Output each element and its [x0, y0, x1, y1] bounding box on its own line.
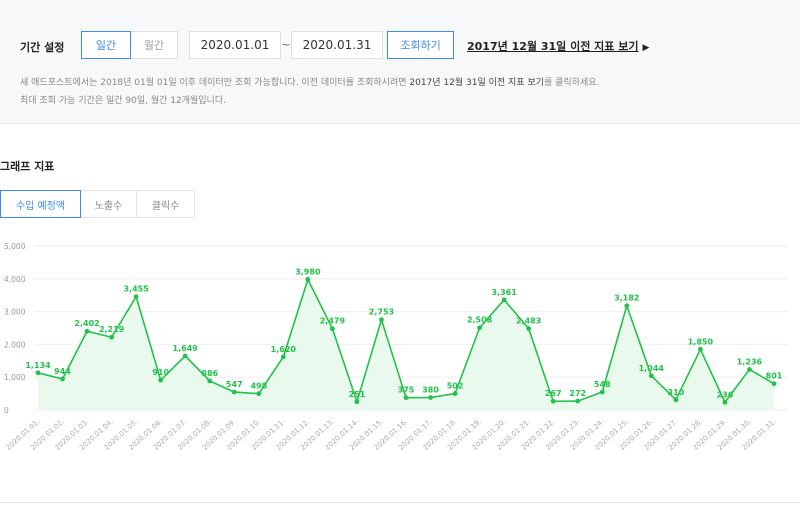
data-point	[599, 389, 605, 395]
data-label: 1,134	[25, 361, 51, 370]
data-point	[330, 326, 335, 332]
data-point	[722, 399, 728, 405]
daily-toggle-button[interactable]: 일간	[81, 31, 131, 59]
tab-impressions[interactable]: 노출수	[81, 190, 137, 218]
monthly-toggle-button[interactable]: 월간	[131, 31, 178, 59]
data-label: 3,455	[123, 285, 149, 294]
data-label: 547	[226, 380, 243, 389]
data-label: 886	[201, 369, 218, 378]
data-label: 944	[54, 367, 71, 376]
data-point	[477, 325, 482, 331]
data-label: 548	[594, 380, 611, 389]
data-point	[575, 398, 581, 404]
period-label: 기간 설정	[20, 41, 65, 54]
data-label: 910	[152, 368, 169, 377]
filter-panel: 기간 설정 일간 월간 ~ 조회하기 2017년 12월 31일 이전 지표 보…	[0, 0, 800, 124]
start-date-input[interactable]	[189, 31, 281, 59]
data-point	[207, 378, 213, 384]
data-point	[673, 397, 679, 403]
data-point	[133, 294, 139, 300]
prev-metrics-link[interactable]: 2017년 12월 31일 이전 지표 보기 ▶	[467, 38, 649, 54]
data-point	[256, 391, 262, 397]
tab-expected-revenue[interactable]: 수입 예정액	[0, 190, 81, 218]
data-label: 375	[398, 386, 415, 395]
data-label: 310	[668, 388, 685, 397]
data-point	[624, 303, 630, 309]
data-label: 2,508	[467, 316, 493, 325]
data-point	[354, 399, 360, 405]
data-point	[501, 297, 507, 303]
data-point	[305, 277, 311, 282]
data-point	[428, 395, 433, 400]
y-tick-label: 1,000	[4, 373, 26, 382]
query-button[interactable]: 조회하기	[387, 31, 454, 59]
data-point	[771, 381, 777, 387]
notice-line-1-text-c: 를 클릭하세요.	[544, 78, 600, 88]
y-tick-label: 2,000	[4, 340, 26, 349]
data-label: 502	[447, 382, 464, 391]
graph-section-title: 그래프 지표	[0, 160, 55, 173]
data-label: 3,361	[491, 288, 517, 297]
data-label: 2,402	[74, 319, 99, 328]
data-label: 236	[717, 390, 734, 399]
data-label: 1,236	[737, 357, 763, 366]
data-point	[35, 370, 41, 376]
end-date-input[interactable]	[291, 31, 383, 59]
notice-line-1-link-text: 2017년 12월 31일 이전 지표 보기	[409, 78, 545, 88]
area-fill	[38, 279, 774, 410]
data-label: 2,483	[516, 317, 541, 326]
data-point	[379, 317, 384, 323]
prev-metrics-link-label: 2017년 12월 31일 이전 지표 보기	[467, 40, 639, 53]
chevron-right-icon: ▶	[642, 43, 650, 53]
revenue-line-chart: 01,0002,0003,0004,0005,0001,1349442,4022…	[4, 242, 788, 452]
data-point	[60, 376, 65, 382]
data-label: 2,479	[320, 317, 346, 326]
data-label: 267	[545, 389, 562, 398]
data-label: 1,044	[639, 364, 665, 373]
data-label: 1,850	[688, 337, 714, 346]
data-point	[698, 346, 703, 352]
y-tick-label: 5,000	[4, 242, 26, 251]
y-tick-label: 3,000	[4, 308, 26, 317]
data-label: 2,219	[99, 325, 125, 334]
data-point	[648, 373, 654, 379]
data-point	[526, 326, 532, 331]
notice-line-1: 새 애드포스트에서는 2018년 01월 01일 이후 데이터만 조회 가능합니…	[20, 75, 599, 88]
data-label: 498	[250, 382, 267, 391]
date-range-separator: ~	[281, 38, 291, 51]
data-point	[109, 334, 114, 340]
data-label: 2,753	[369, 308, 394, 317]
data-point	[550, 398, 556, 404]
data-label: 1,620	[271, 345, 297, 354]
bottom-divider	[0, 502, 800, 503]
data-label: 801	[766, 372, 783, 381]
data-point	[452, 391, 458, 396]
data-point	[747, 367, 752, 372]
notice-line-2: 최대 조회 가능 기간은 일간 90일, 월간 12개월입니다.	[20, 96, 226, 106]
y-tick-label: 4,000	[4, 275, 26, 284]
tab-clicks[interactable]: 클릭수	[137, 190, 195, 218]
data-label: 3,182	[614, 294, 639, 303]
data-point	[280, 354, 286, 360]
data-point	[84, 328, 90, 334]
data-point	[231, 389, 237, 395]
data-label: 251	[349, 390, 366, 399]
data-point	[182, 353, 188, 359]
data-label: 380	[422, 386, 439, 395]
data-point	[158, 377, 164, 383]
data-label: 272	[569, 389, 586, 398]
data-label: 1,649	[173, 344, 199, 353]
y-tick-label: 0	[4, 406, 9, 415]
data-label: 3,980	[295, 267, 321, 276]
data-point	[403, 395, 409, 401]
notice-line-1-text-a: 새 애드포스트에서는 2018년 01월 01일 이후 데이터만 조회 가능합니…	[20, 78, 410, 88]
